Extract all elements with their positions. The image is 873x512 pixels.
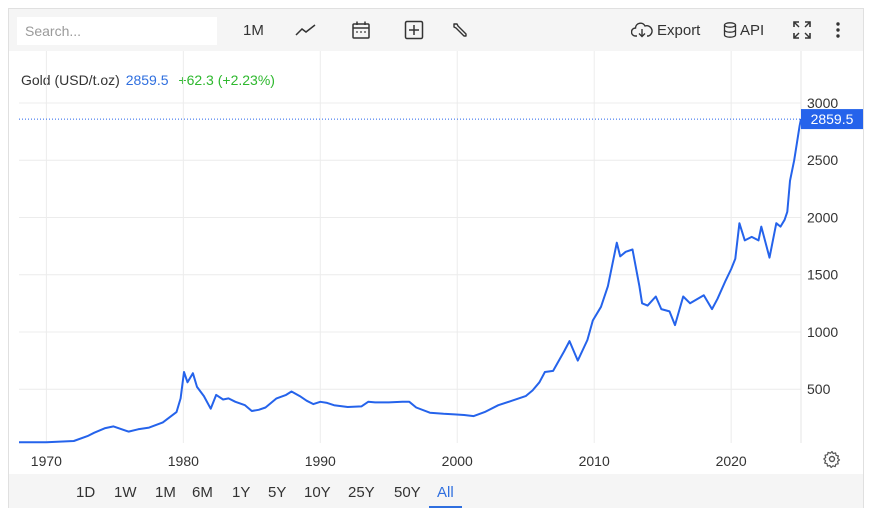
database-icon bbox=[723, 21, 737, 39]
chart-widget: 1M Export API bbox=[8, 8, 864, 508]
cloud-download-icon bbox=[631, 22, 653, 38]
legend-price: 2859.5 bbox=[125, 72, 169, 88]
y-tick-label: 1000 bbox=[807, 324, 838, 340]
last-price-tag-label: 2859.5 bbox=[811, 111, 854, 127]
series-legend: Gold (USD/t.oz) 2859.5 +62.3 (+2.23%) bbox=[21, 72, 275, 88]
api-label: API bbox=[740, 21, 765, 39]
range-10y-button[interactable]: 10Y bbox=[304, 484, 331, 501]
legend-change: +62.3 (+2.23%) bbox=[178, 72, 275, 88]
range-1m-button[interactable]: 1M bbox=[155, 484, 176, 501]
x-tick-label: 1990 bbox=[305, 453, 336, 469]
api-button[interactable]: API bbox=[723, 17, 764, 43]
toolbar: 1M Export API bbox=[9, 9, 863, 51]
x-tick-label: 2000 bbox=[442, 453, 473, 469]
wrench-icon[interactable] bbox=[451, 17, 469, 43]
x-tick-label: 1980 bbox=[168, 453, 199, 469]
y-tick-label: 1500 bbox=[807, 267, 838, 283]
range-all-button[interactable]: All bbox=[437, 484, 454, 501]
export-button[interactable]: Export bbox=[631, 17, 700, 43]
range-1y-button[interactable]: 1Y bbox=[232, 484, 251, 501]
x-tick-label: 2010 bbox=[579, 453, 610, 469]
y-tick-label: 2000 bbox=[807, 209, 838, 225]
range-1w-button[interactable]: 1W bbox=[114, 484, 137, 501]
active-range-underline bbox=[429, 506, 462, 508]
y-tick-label: 500 bbox=[807, 381, 831, 397]
range-1d-button[interactable]: 1D bbox=[76, 484, 96, 501]
y-tick-label: 2500 bbox=[807, 152, 838, 168]
price-chart[interactable]: 500 1000 1500 2000 2500 3000 1970 1980 1990 2000 2… bbox=[9, 9, 863, 474]
x-tick-label: 1970 bbox=[31, 453, 62, 469]
fullscreen-icon[interactable] bbox=[792, 17, 812, 43]
range-50y-button[interactable]: 50Y bbox=[394, 484, 421, 501]
add-indicator-icon[interactable] bbox=[404, 17, 424, 43]
range-selector-bar: 1D 1W 1M 6M 1Y 5Y 10Y 25Y 50Y All bbox=[9, 474, 863, 508]
price-series-line bbox=[19, 118, 802, 444]
line-chart-icon[interactable] bbox=[295, 17, 317, 43]
x-tick-label: 2020 bbox=[716, 453, 747, 469]
more-vertical-icon[interactable] bbox=[835, 17, 841, 43]
range-6m-button[interactable]: 6M bbox=[192, 484, 213, 501]
last-price-tag bbox=[801, 109, 863, 130]
interval-button[interactable]: 1M bbox=[243, 21, 264, 39]
search-input[interactable] bbox=[17, 17, 217, 45]
export-label: Export bbox=[657, 21, 701, 39]
range-25y-button[interactable]: 25Y bbox=[348, 484, 375, 501]
legend-name: Gold (USD/t.oz) bbox=[21, 72, 120, 88]
range-5y-button[interactable]: 5Y bbox=[268, 484, 287, 501]
chart-settings-gear-icon[interactable] bbox=[823, 450, 841, 473]
y-tick-label: 3000 bbox=[807, 95, 838, 111]
calendar-icon[interactable] bbox=[351, 17, 371, 43]
